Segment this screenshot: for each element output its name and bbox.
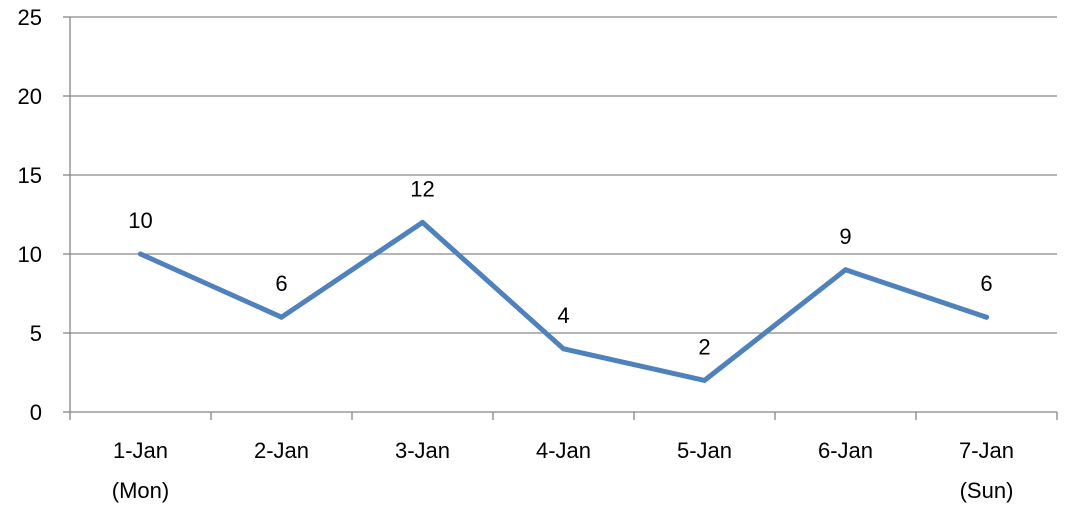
data-point-6 [984, 314, 989, 320]
data-label-3: 4 [557, 303, 569, 328]
x-tick-label-2: 3-Jan [395, 438, 450, 463]
data-point-4 [702, 377, 707, 383]
data-label-1: 6 [275, 271, 287, 296]
x-tick-label-6: 7-Jan [959, 438, 1014, 463]
data-label-0: 10 [128, 208, 152, 233]
y-tick-label-10: 10 [18, 242, 42, 267]
y-tick-label-20: 20 [18, 84, 42, 109]
x-tick-label-6-line2: (Sun) [960, 478, 1014, 503]
data-label-5: 9 [839, 224, 851, 249]
data-point-3 [561, 346, 566, 352]
x-tick-label-5: 6-Jan [818, 438, 873, 463]
y-axis-tick-labels: 0 5 10 15 20 25 [18, 5, 42, 425]
y-tick-label-0: 0 [30, 400, 42, 425]
x-axis-tick-labels: 1-Jan (Mon) 2-Jan 3-Jan 4-Jan 5-Jan 6-Jan 7-Jan… [112, 438, 1014, 503]
gridlines [70, 16, 1057, 334]
data-label-6: 6 [980, 271, 992, 296]
x-tick-label-0-line2: (Mon) [112, 478, 169, 503]
y-tick-label-5: 5 [30, 321, 42, 346]
data-point-1 [279, 314, 284, 320]
data-point-0 [138, 251, 143, 257]
series-group [138, 219, 989, 383]
data-label-4: 2 [698, 334, 710, 359]
x-tick-label-3: 4-Jan [536, 438, 591, 463]
data-point-5 [843, 267, 848, 273]
axes [63, 16, 1058, 420]
x-tick-label-0: 1-Jan [113, 438, 168, 463]
x-tick-label-4: 5-Jan [677, 438, 732, 463]
y-tick-label-15: 15 [18, 163, 42, 188]
data-point-2 [420, 219, 425, 225]
y-tick-label-25: 25 [18, 5, 42, 30]
series-line-0 [138, 219, 989, 383]
x-tick-label-1: 2-Jan [254, 438, 309, 463]
data-label-2: 12 [410, 176, 434, 201]
data-labels: 10 6 12 4 2 9 6 [128, 176, 992, 359]
